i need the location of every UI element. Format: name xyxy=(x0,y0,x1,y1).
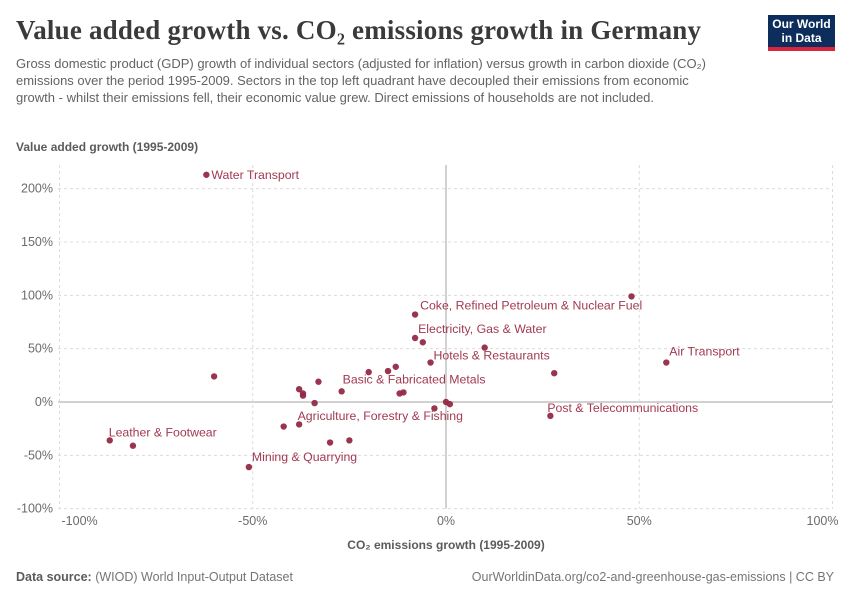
scatter-point[interactable] xyxy=(419,339,427,346)
point-label: Coke, Refined Petroleum & Nuclear Fuel xyxy=(420,299,642,313)
scatter-point[interactable] xyxy=(299,392,307,399)
x-tick-label: 0% xyxy=(437,514,455,528)
scatter-point[interactable] xyxy=(628,293,635,300)
page-title: Value added growth vs. CO₂ emissions gro… xyxy=(16,15,702,45)
owid-logo-red-bar xyxy=(768,47,835,51)
x-tick-label: 100% xyxy=(807,514,839,528)
point-label: Leather & Footwear xyxy=(109,425,217,439)
scatter-point[interactable] xyxy=(311,399,318,407)
scatter-point[interactable] xyxy=(400,389,407,396)
scatter-point[interactable] xyxy=(295,385,303,393)
scatter-point[interactable] xyxy=(481,344,488,351)
scatter-point[interactable] xyxy=(326,439,334,446)
data-source: Data source: (WIOD) World Input-Output D… xyxy=(16,570,293,584)
attribution-link[interactable]: OurWorldinData.org/co2-and-greenhouse-ga… xyxy=(471,570,834,584)
scatter-point[interactable] xyxy=(295,421,303,428)
x-tick-label: -50% xyxy=(238,514,267,528)
y-tick-label: -100% xyxy=(17,502,53,516)
point-label: Air Transport xyxy=(669,345,740,359)
x-tick-label: -100% xyxy=(62,514,98,528)
x-tick-label: 50% xyxy=(627,514,652,528)
chart-header: Value added growth vs. CO₂ emissions gro… xyxy=(16,14,761,106)
owid-logo-line2: in Data xyxy=(781,31,822,45)
owid-logo-text: Our World in Data xyxy=(768,15,835,47)
scatter-point[interactable] xyxy=(551,369,558,377)
scatter-point[interactable] xyxy=(427,359,434,366)
y-tick-label: 100% xyxy=(21,288,53,302)
chart-footer: Data source: (WIOD) World Input-Output D… xyxy=(0,570,850,584)
scatter-point[interactable] xyxy=(338,388,345,395)
point-label: Post & Telecommunications xyxy=(547,401,698,415)
scatter-point[interactable] xyxy=(384,367,392,375)
owid-logo: Our World in Data xyxy=(768,15,835,51)
scatter-point[interactable] xyxy=(663,359,670,366)
scatter-point[interactable] xyxy=(203,171,210,178)
scatter-point[interactable] xyxy=(547,412,554,420)
point-label: Hotels & Restaurants xyxy=(434,349,550,363)
scatter-point[interactable] xyxy=(431,405,438,412)
y-tick-label: 50% xyxy=(28,342,53,356)
scatter-point[interactable] xyxy=(346,437,353,444)
scatter-point[interactable] xyxy=(210,373,218,380)
owid-logo-line1: Our World xyxy=(772,17,831,31)
x-axis-title: CO₂ emissions growth (1995-2009) xyxy=(347,538,545,552)
chart-subtitle: Gross domestic product (GDP) growth of i… xyxy=(16,56,706,105)
point-label: Water Transport xyxy=(211,168,299,182)
y-tick-label: 200% xyxy=(21,182,53,196)
point-label: Agriculture, Forestry & Fishing xyxy=(298,409,464,423)
scatter-point[interactable] xyxy=(446,400,454,408)
y-axis-title: Value added growth (1995-2009) xyxy=(16,140,199,154)
y-tick-label: -50% xyxy=(24,448,53,462)
point-label: Electricity, Gas & Water xyxy=(418,322,546,336)
scatter-point[interactable] xyxy=(392,363,399,370)
point-label: Basic & Fabricated Metals xyxy=(343,372,486,386)
scatter-point[interactable] xyxy=(411,334,419,342)
scatter-point[interactable] xyxy=(129,442,137,449)
point-label: Mining & Quarrying xyxy=(252,450,357,464)
scatter-point[interactable] xyxy=(411,311,419,318)
scatter-point[interactable] xyxy=(365,368,372,376)
scatter-point[interactable] xyxy=(245,463,253,471)
data-source-value: (WIOD) World Input-Output Dataset xyxy=(91,570,293,584)
y-tick-label: 150% xyxy=(21,235,53,249)
scatter-point[interactable] xyxy=(315,378,322,385)
data-source-label: Data source: xyxy=(16,570,92,584)
scatter-point[interactable] xyxy=(280,423,287,430)
y-tick-label: 0% xyxy=(35,395,53,409)
scatter-point[interactable] xyxy=(106,437,113,444)
